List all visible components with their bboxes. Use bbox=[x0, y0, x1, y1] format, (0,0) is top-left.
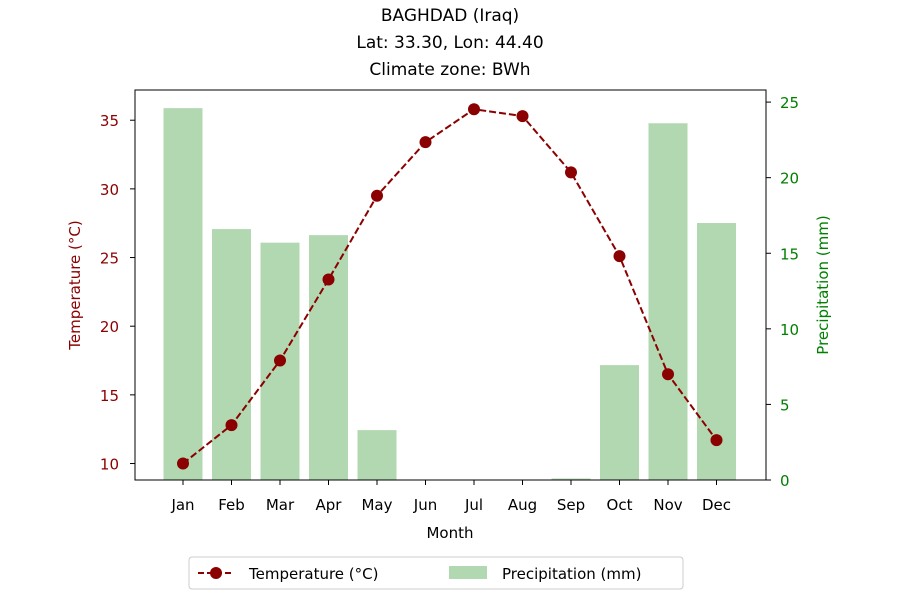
chart-title: BAGHDAD (Iraq) Lat: 33.30, Lon: 44.40 Cl… bbox=[356, 6, 543, 80]
x-tick-label-dec: Dec bbox=[702, 496, 731, 514]
x-tick-label-may: May bbox=[361, 496, 392, 514]
temp-point-may bbox=[371, 189, 383, 202]
title-line-city: BAGHDAD (Iraq) bbox=[381, 6, 519, 26]
y-right-tick-label: 15 bbox=[780, 245, 799, 263]
temp-point-jun bbox=[419, 136, 432, 149]
x-axis-label: Month bbox=[426, 524, 473, 542]
precip-bar-jan bbox=[163, 108, 203, 481]
title-line-coords: Lat: 33.30, Lon: 44.40 bbox=[356, 33, 543, 53]
precip-bar-oct bbox=[600, 365, 639, 480]
precip-bar-sep bbox=[551, 478, 591, 480]
temperature-series-line bbox=[182, 108, 718, 465]
temp-point-feb bbox=[225, 419, 238, 432]
legend-temperature-marker bbox=[210, 567, 222, 579]
y-left-tick-label: 25 bbox=[100, 250, 119, 268]
precipitation-bars bbox=[163, 108, 736, 481]
x-tick-label-jan: Jan bbox=[170, 496, 194, 514]
x-tick-label-feb: Feb bbox=[218, 496, 245, 514]
temperature-line bbox=[177, 103, 723, 470]
y-axis-left-label: Temperature (°C) bbox=[66, 220, 84, 350]
temp-point-mar bbox=[274, 354, 286, 367]
precip-bar-may bbox=[357, 430, 397, 480]
temp-point-aug bbox=[516, 110, 529, 123]
precip-bar-nov bbox=[648, 123, 688, 481]
y-left-tick-label: 10 bbox=[100, 456, 119, 474]
x-tick-label-jul: Jul bbox=[464, 496, 483, 514]
y-right-tick-label: 10 bbox=[780, 321, 799, 339]
temp-point-apr bbox=[322, 273, 335, 286]
title-line-climate: Climate zone: BWh bbox=[369, 60, 530, 80]
precip-bar-feb bbox=[212, 229, 251, 480]
legend-precipitation-swatch bbox=[449, 566, 487, 579]
temp-point-oct bbox=[613, 250, 626, 263]
x-tick-label-jun: Jun bbox=[413, 496, 437, 514]
y-right-tick-label: 5 bbox=[780, 396, 790, 414]
y-left-tick-label: 15 bbox=[100, 387, 119, 405]
temp-point-dec bbox=[710, 434, 723, 447]
temp-point-sep bbox=[565, 166, 577, 179]
y-axis-right-label: Precipitation (mm) bbox=[814, 215, 832, 354]
plot-frame bbox=[134, 89, 767, 481]
y-axis-right: 0 5 10 15 20 25 bbox=[766, 94, 799, 490]
y-axis-left: 10 15 20 25 30 35 bbox=[100, 112, 135, 474]
legend: Temperature (°C) Precipitation (mm) bbox=[188, 556, 684, 590]
precip-bar-apr bbox=[309, 235, 348, 480]
x-tick-label-aug: Aug bbox=[508, 496, 537, 514]
x-tick-label-apr: Apr bbox=[316, 496, 343, 514]
y-left-tick-label: 20 bbox=[100, 318, 119, 336]
y-right-tick-label: 20 bbox=[780, 170, 799, 188]
legend-temperature-label: Temperature (°C) bbox=[248, 565, 378, 583]
y-left-tick-label: 30 bbox=[100, 181, 119, 199]
y-left-tick-label: 35 bbox=[100, 112, 119, 130]
temp-point-jul bbox=[468, 103, 480, 116]
x-tick-label-mar: Mar bbox=[266, 496, 295, 514]
legend-precipitation-label: Precipitation (mm) bbox=[502, 565, 641, 583]
x-tick-label-sep: Sep bbox=[557, 496, 585, 514]
x-axis: Jan Feb Mar Apr May Jun Jul Aug Sep Oct Nov Dec bbox=[170, 480, 731, 514]
temp-point-nov bbox=[662, 368, 674, 381]
y-right-tick-label: 25 bbox=[780, 94, 799, 112]
x-tick-label-nov: Nov bbox=[653, 496, 682, 514]
legend-box bbox=[188, 556, 684, 590]
y-right-tick-label: 0 bbox=[780, 472, 790, 490]
temp-point-jan bbox=[177, 457, 189, 470]
x-tick-label-oct: Oct bbox=[607, 496, 633, 514]
